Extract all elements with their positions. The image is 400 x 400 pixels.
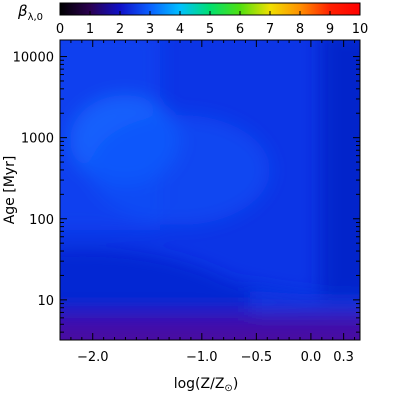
colorbar-label-main: β xyxy=(17,2,28,20)
heatmap-region-low-band xyxy=(250,290,360,318)
x-tick-label: −0.5 xyxy=(241,350,273,365)
colorbar-ticks: 0 1 2 3 4 5 6 7 8 9 10 xyxy=(56,11,368,37)
colorbar-tick-label: 2 xyxy=(116,22,124,37)
heatmap-region-youngest xyxy=(60,328,360,340)
heatmap-region-mid xyxy=(90,115,270,225)
plot-frame xyxy=(59,39,361,341)
y-tick-label: 100 xyxy=(29,213,54,228)
x-axis-title-main: log(Z/Z xyxy=(174,376,225,392)
colorbar-tick-label: 0 xyxy=(56,22,64,37)
heatmap-plot xyxy=(60,40,360,340)
colorbar-tick-label: 8 xyxy=(296,22,304,37)
y-axis: 10 100 1000 10000 xyxy=(13,51,360,333)
colorbar-tick-label: 6 xyxy=(236,22,244,37)
colorbar-tick-label: 10 xyxy=(352,22,369,37)
x-axis-title-sub: ⊙ xyxy=(224,383,232,394)
colorbar-tick-label: 7 xyxy=(266,22,274,37)
y-tick-label: 10 xyxy=(37,294,54,309)
colorbar-tick-label: 5 xyxy=(206,22,214,37)
colorbar-label-sub: λ,0 xyxy=(28,12,43,23)
colorbar-tick-label: 4 xyxy=(176,22,184,37)
x-axis-title-end: ) xyxy=(233,376,238,392)
x-tick-label: 0.3 xyxy=(333,350,354,365)
colorbar-label: βλ,0 xyxy=(17,2,43,23)
colorbar-tick-label: 3 xyxy=(146,22,154,37)
x-axis-title: log(Z/Z⊙) xyxy=(174,376,239,394)
heatmap-field xyxy=(60,40,360,340)
y-tick-label: 10000 xyxy=(13,51,54,66)
heatmap-region-right xyxy=(320,40,360,330)
y-axis-title: Age [Myr] xyxy=(2,156,18,225)
y-tick-label: 1000 xyxy=(21,132,54,147)
colorbar-tick-label: 9 xyxy=(326,22,334,37)
x-tick-label: −1.0 xyxy=(186,350,218,365)
x-tick-label: −2.0 xyxy=(77,350,109,365)
colorbar-tick-label: 1 xyxy=(86,22,94,37)
colorbar: 0 1 2 3 4 5 6 7 8 9 10 βλ,0 xyxy=(17,2,368,37)
x-tick-label: 0.0 xyxy=(301,350,322,365)
x-axis: −2.0 −1.0 −0.5 0.0 0.3 xyxy=(70,40,356,365)
